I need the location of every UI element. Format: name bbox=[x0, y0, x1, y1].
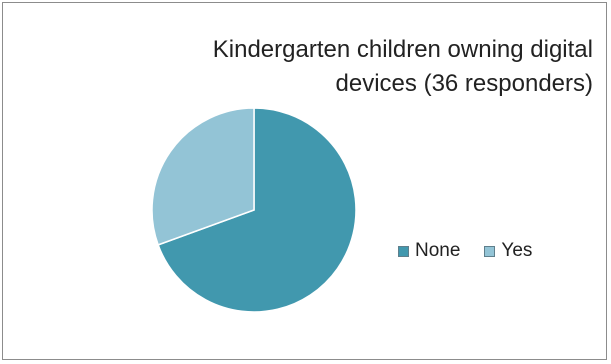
pie-slice-none bbox=[157, 107, 357, 313]
legend-label-none: None bbox=[415, 240, 461, 261]
chart-area: Kindergarten children owning digital dev… bbox=[2, 2, 607, 360]
chart-title: Kindergarten children owning digital dev… bbox=[63, 33, 593, 101]
legend: None Yes bbox=[398, 240, 556, 262]
legend-swatch-none bbox=[398, 245, 409, 257]
chart-title-line-1: Kindergarten children owning digital bbox=[212, 36, 593, 63]
pie-chart bbox=[151, 107, 357, 313]
legend-label-yes: Yes bbox=[501, 240, 533, 261]
pie-slice-yes bbox=[151, 107, 255, 246]
legend-item-yes: Yes bbox=[484, 240, 532, 262]
legend-item-none: None bbox=[398, 240, 460, 262]
legend-swatch-yes bbox=[484, 245, 496, 257]
chart-title-line-2: devices (36 responders) bbox=[335, 70, 593, 97]
